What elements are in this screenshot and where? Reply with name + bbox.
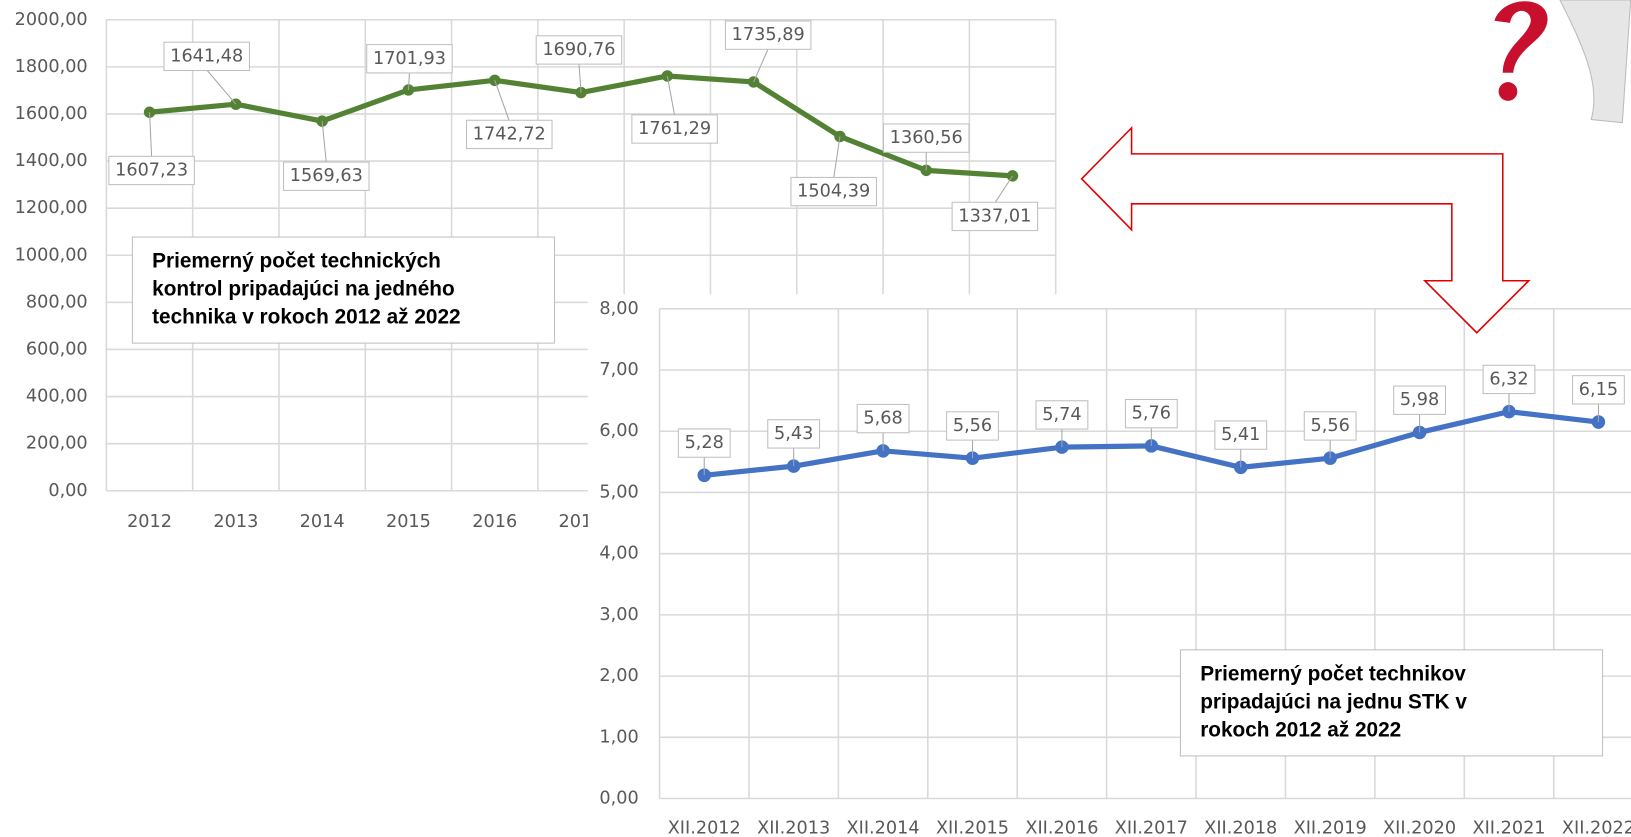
- y-tick-label: 400,00: [26, 387, 88, 407]
- data-label: 5,56: [1311, 416, 1350, 436]
- annotation-line: technika v rokoch 2012 až 2022: [152, 306, 460, 329]
- x-tick-label: XII.2017: [1115, 819, 1188, 837]
- point: [835, 131, 845, 141]
- y-tick-label: 1,00: [599, 727, 638, 747]
- slide: 0,00 200,00 400,00 600,00 800,00 1000,00 1200,…: [0, 0, 1631, 837]
- x-tick-label: XII.2016: [1025, 819, 1098, 837]
- annotation-line: rokoch 2012 až 2022: [1200, 718, 1401, 741]
- data-label: 5,56: [953, 416, 992, 436]
- data-label: 5,76: [1132, 404, 1171, 424]
- x-tick-label: 2016: [472, 512, 517, 532]
- annotation-line: Priemerný počet technikov: [1200, 662, 1466, 685]
- y-tick-label: 1000,00: [15, 245, 88, 265]
- x-tick-label: 2015: [386, 512, 431, 532]
- y-tick-label: 5,00: [599, 482, 638, 502]
- x-tick-label: XII.2013: [757, 819, 830, 837]
- data-label: 1504,39: [797, 182, 870, 202]
- y-tick-label: 200,00: [26, 434, 88, 454]
- y-tick-label: 6,00: [599, 421, 638, 441]
- leader-line: [150, 112, 152, 157]
- y-tick-label: 7,00: [599, 360, 638, 380]
- y-tick-label: 1200,00: [15, 198, 88, 218]
- leader-line: [754, 49, 769, 82]
- annotation-line: Priemerný počet technických: [152, 250, 441, 273]
- leader-line: [995, 176, 1013, 203]
- y-tick-label: 2000,00: [15, 10, 88, 30]
- x-tick-label: XII.2020: [1383, 819, 1456, 837]
- leader-line: [834, 136, 840, 178]
- y-tick-label: 0,00: [599, 789, 638, 809]
- data-label: 6,15: [1579, 380, 1618, 400]
- x-tick-label: 2014: [300, 512, 345, 532]
- data-label: 1641,48: [170, 46, 243, 66]
- data-label: 1607,23: [115, 160, 188, 180]
- data-label: 1701,93: [373, 49, 446, 69]
- data-label: 1337,01: [958, 206, 1031, 226]
- y-tick-label: 3,00: [599, 605, 638, 625]
- data-label: 5,68: [863, 409, 902, 429]
- data-label: 1690,76: [542, 40, 615, 60]
- y-tick-label: 1400,00: [15, 151, 88, 171]
- y-tick-label: 1800,00: [15, 57, 88, 77]
- point: [1007, 171, 1017, 181]
- leader-line: [207, 70, 236, 104]
- annotation-line: pripadajúci na jednu STK v: [1200, 690, 1467, 713]
- y-tick-label: 1600,00: [15, 104, 88, 124]
- x-tick-label: 2013: [213, 512, 258, 532]
- leader-line: [667, 76, 674, 116]
- data-label: 5,43: [774, 424, 813, 444]
- x-tick-label: XII.2015: [936, 819, 1009, 837]
- data-label: 1569,63: [290, 166, 363, 186]
- y-tick-label: 4,00: [599, 544, 638, 564]
- data-label: 1742,72: [473, 124, 546, 144]
- data-label: 5,41: [1221, 425, 1260, 445]
- y-tick-label: 800,00: [26, 292, 88, 312]
- y-tick-label: 8,00: [599, 299, 638, 319]
- x-tick-label: XII.2019: [1294, 819, 1367, 837]
- data-label: 1360,56: [890, 128, 963, 148]
- x-tick-label: XII.2014: [847, 819, 920, 837]
- data-label: 1761,29: [638, 119, 711, 139]
- question-mark-figure: [1494, 0, 1630, 123]
- leader-line: [322, 121, 326, 163]
- data-label: 1735,89: [732, 25, 805, 45]
- data-label: 6,32: [1489, 369, 1528, 389]
- x-tick-label: 2012: [127, 512, 172, 532]
- x-tick-label: XII.2022: [1562, 819, 1631, 837]
- annotation-line: kontrol pripadajúci na jedného: [152, 278, 455, 301]
- leader-line: [495, 80, 510, 121]
- x-tick-label: XII.2021: [1472, 819, 1545, 837]
- y-tick-label: 600,00: [26, 339, 88, 359]
- data-label: 5,98: [1400, 390, 1439, 410]
- y-tick-label: 0,00: [48, 481, 87, 501]
- x-tick-label: XII.2012: [668, 819, 741, 837]
- y-tick-label: 2,00: [599, 666, 638, 686]
- data-label: 5,74: [1042, 405, 1081, 425]
- x-tick-label: XII.2018: [1204, 819, 1277, 837]
- data-label: 5,28: [685, 433, 724, 453]
